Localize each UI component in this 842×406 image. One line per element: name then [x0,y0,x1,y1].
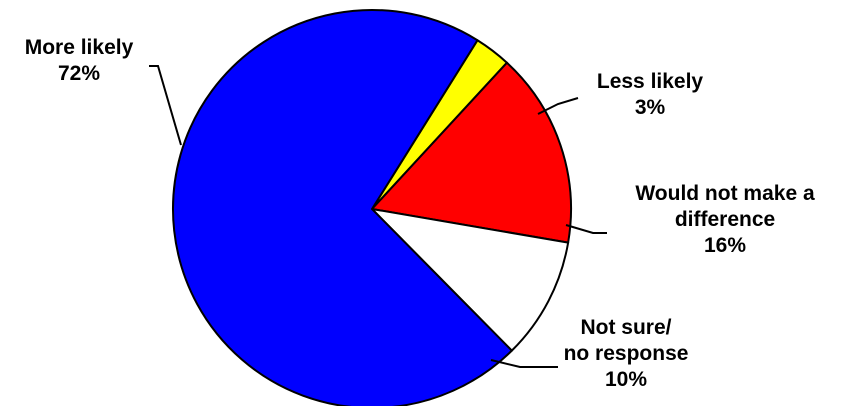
percent-label: 10% [605,368,647,391]
category-label: no response [564,342,689,365]
category-label: Less likely [597,70,704,93]
data-label-more-likely: More likely 72% [25,36,134,85]
leader-line-less-likely [537,97,579,115]
leader-lines [149,65,607,368]
data-label-would-not-make-a-difference: Would not make a difference 16% [635,182,815,257]
category-label: Would not make a [635,182,815,205]
pie-slice-more-likely [172,9,513,406]
category-label: Not sure/ [580,316,671,339]
pie-slices [172,9,572,406]
pie-slice-not-sure-no-response [371,208,570,352]
percent-label: 16% [704,234,746,257]
data-label-not-sure-no-response: Not sure/no response 10% [564,316,689,391]
leader-line-would-not-make-a-difference [565,224,607,234]
leader-line-not-sure-no-response [490,359,558,368]
percent-label: 72% [58,62,100,85]
percent-label: 3% [635,96,666,119]
slice-labels: Less likely 3% Would not make a difference 1… [25,36,815,391]
leader-line-more-likely [149,65,182,146]
data-label-less-likely: Less likely 3% [597,70,704,119]
category-label: difference [675,208,775,231]
category-label: More likely [25,36,134,59]
